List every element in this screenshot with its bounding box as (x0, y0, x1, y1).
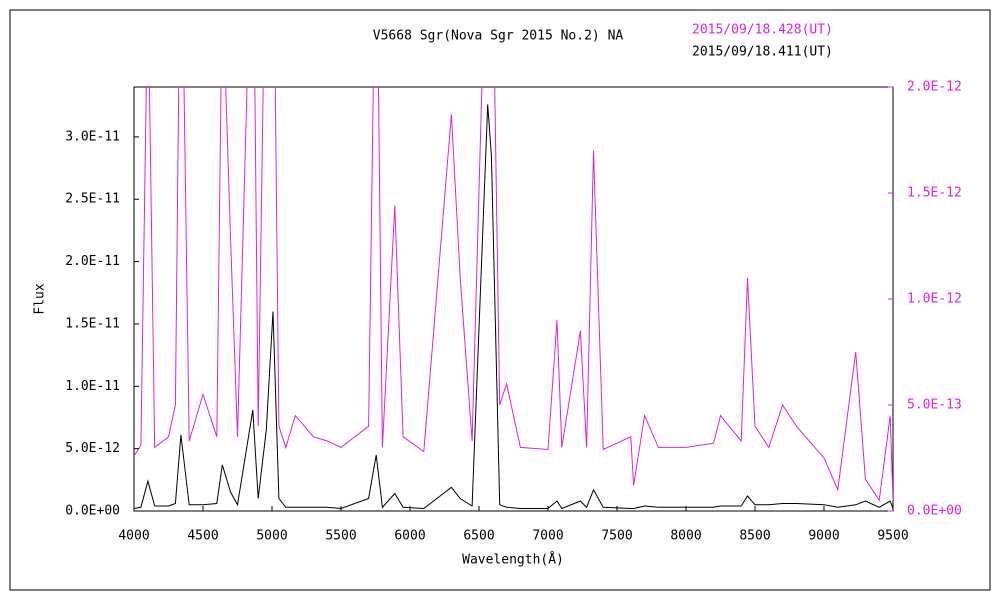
x-axis-label: Wavelength(Å) (462, 552, 564, 568)
x-tick-label: 7500 (601, 529, 632, 544)
legend-entry: 2015/09/18.428(UT) (692, 23, 833, 38)
y2-tick-label: 1.5E-12 (907, 186, 962, 201)
x-tick-label: 5500 (325, 529, 356, 544)
lines (134, 87, 893, 510)
plot-area (133, 86, 894, 512)
x-tick-label: 8500 (739, 529, 770, 544)
y2-tick-label: 2.0E-12 (907, 80, 962, 95)
y-tick-label: 3.0E-11 (65, 129, 120, 144)
x-tick-label: 4000 (118, 529, 149, 544)
y-tick-label: 5.0E-12 (65, 441, 120, 456)
y-tick-label: 1.0E-11 (65, 379, 120, 394)
y-tick-label: 1.5E-11 (65, 316, 120, 331)
y-tick-label: 2.0E-11 (65, 254, 120, 269)
x-tick-label: 6500 (463, 529, 494, 544)
x-tick-label: 7000 (532, 529, 563, 544)
y2-tick-label: 5.0E-13 (907, 398, 962, 413)
y2-tick-label: 1.0E-12 (907, 292, 962, 307)
x-tick-label: 5000 (256, 529, 287, 544)
x-tick-label: 6000 (394, 529, 425, 544)
x-tick-label: 8000 (670, 529, 701, 544)
y-tick-label: 2.5E-11 (65, 192, 120, 207)
y2-tick-label: 0.0E+00 (907, 504, 962, 519)
legend-entry: 2015/09/18.411(UT) (692, 45, 833, 60)
frame (9, 9, 991, 591)
x-tick-label: 4500 (187, 529, 218, 544)
series-line (134, 104, 893, 510)
x-tick-label: 9500 (877, 529, 908, 544)
chart-title: V5668 Sgr(Nova Sgr 2015 No.2) NA (373, 29, 624, 44)
x-tick-label: 9000 (808, 529, 839, 544)
series-line (134, 87, 893, 502)
y-axis-label: Flux (33, 283, 48, 314)
y-tick-label: 0.0E+00 (65, 504, 120, 519)
